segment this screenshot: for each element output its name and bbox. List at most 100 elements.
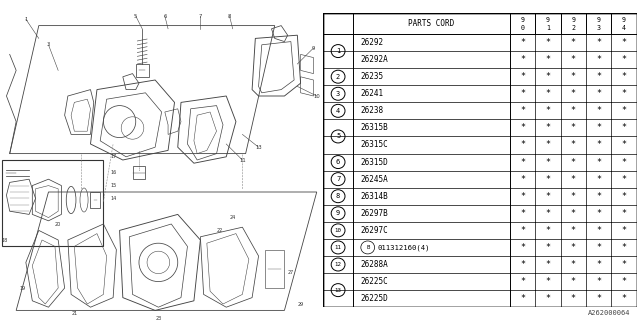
Text: 23: 23: [156, 316, 161, 320]
Text: 26314B: 26314B: [361, 192, 388, 201]
Text: *: *: [520, 209, 525, 218]
Text: 19: 19: [20, 285, 26, 291]
Text: PARTS CORD: PARTS CORD: [408, 19, 454, 28]
Text: *: *: [520, 243, 525, 252]
Text: 26241: 26241: [361, 89, 384, 98]
Text: *: *: [596, 89, 601, 98]
Text: 29: 29: [298, 301, 303, 307]
Text: 11: 11: [239, 157, 246, 163]
Text: *: *: [596, 140, 601, 149]
Text: *: *: [545, 38, 550, 47]
Text: *: *: [621, 89, 627, 98]
Text: *: *: [520, 175, 525, 184]
Text: *: *: [520, 124, 525, 132]
Text: 2: 2: [336, 74, 340, 80]
Text: *: *: [571, 209, 576, 218]
Text: 8: 8: [336, 193, 340, 199]
Text: *: *: [621, 175, 627, 184]
Text: 9: 9: [336, 210, 340, 216]
Text: *: *: [545, 124, 550, 132]
Text: 26292A: 26292A: [361, 55, 388, 64]
Text: 26315B: 26315B: [361, 124, 388, 132]
Text: *: *: [545, 72, 550, 81]
Text: *: *: [571, 175, 576, 184]
Text: *: *: [621, 106, 627, 115]
Text: 14: 14: [110, 196, 116, 201]
Text: *: *: [571, 55, 576, 64]
Text: *: *: [596, 106, 601, 115]
Text: 13: 13: [335, 288, 342, 292]
Text: 12: 12: [335, 262, 342, 267]
Text: *: *: [621, 55, 627, 64]
Text: *: *: [520, 72, 525, 81]
Text: *: *: [571, 192, 576, 201]
Text: 2: 2: [572, 25, 575, 31]
Text: 6: 6: [163, 13, 166, 19]
Text: 17: 17: [110, 154, 116, 159]
Text: *: *: [621, 209, 627, 218]
Text: 26315C: 26315C: [361, 140, 388, 149]
Text: 1: 1: [336, 48, 340, 54]
Text: *: *: [520, 55, 525, 64]
Text: 11: 11: [335, 245, 342, 250]
Text: *: *: [571, 106, 576, 115]
Text: *: *: [571, 260, 576, 269]
Text: *: *: [571, 157, 576, 167]
Text: *: *: [596, 38, 601, 47]
Text: 21: 21: [71, 311, 77, 316]
Text: *: *: [571, 140, 576, 149]
Text: *: *: [520, 260, 525, 269]
Text: 22: 22: [217, 228, 223, 233]
Text: *: *: [621, 226, 627, 235]
Text: *: *: [596, 124, 601, 132]
Text: *: *: [520, 192, 525, 201]
Text: 26288A: 26288A: [361, 260, 388, 269]
Text: *: *: [520, 294, 525, 303]
Text: A262000064: A262000064: [588, 310, 630, 316]
Text: *: *: [545, 106, 550, 115]
Text: 9: 9: [622, 17, 626, 23]
Text: *: *: [621, 243, 627, 252]
Text: *: *: [596, 243, 601, 252]
Text: *: *: [545, 55, 550, 64]
Text: *: *: [571, 38, 576, 47]
Text: *: *: [545, 277, 550, 286]
Text: *: *: [571, 124, 576, 132]
Text: 1: 1: [24, 17, 28, 22]
Text: 4: 4: [622, 25, 626, 31]
Text: 15: 15: [110, 183, 116, 188]
Text: 5: 5: [336, 133, 340, 140]
Text: *: *: [596, 260, 601, 269]
Text: *: *: [621, 192, 627, 201]
Text: *: *: [545, 226, 550, 235]
Text: 26315D: 26315D: [361, 157, 388, 167]
Text: *: *: [596, 157, 601, 167]
Text: 13: 13: [255, 145, 262, 150]
Text: 26292: 26292: [361, 38, 384, 47]
Text: 18: 18: [2, 237, 8, 243]
Text: 26225C: 26225C: [361, 277, 388, 286]
Text: 8: 8: [228, 13, 231, 19]
Text: *: *: [520, 226, 525, 235]
Text: 9: 9: [546, 17, 550, 23]
Text: *: *: [596, 55, 601, 64]
Text: 3: 3: [336, 91, 340, 97]
Text: 3: 3: [596, 25, 601, 31]
Text: 5: 5: [134, 13, 138, 19]
Text: *: *: [545, 260, 550, 269]
Text: *: *: [545, 140, 550, 149]
Text: 16: 16: [110, 170, 116, 175]
Text: *: *: [571, 243, 576, 252]
Text: *: *: [621, 260, 627, 269]
Text: *: *: [596, 294, 601, 303]
Text: *: *: [621, 140, 627, 149]
Text: 10: 10: [314, 93, 320, 99]
Text: *: *: [571, 294, 576, 303]
Text: *: *: [545, 157, 550, 167]
Text: *: *: [545, 89, 550, 98]
Text: 26238: 26238: [361, 106, 384, 115]
Text: *: *: [571, 72, 576, 81]
Text: 9: 9: [312, 45, 315, 51]
Text: *: *: [621, 72, 627, 81]
Text: B: B: [366, 245, 369, 250]
